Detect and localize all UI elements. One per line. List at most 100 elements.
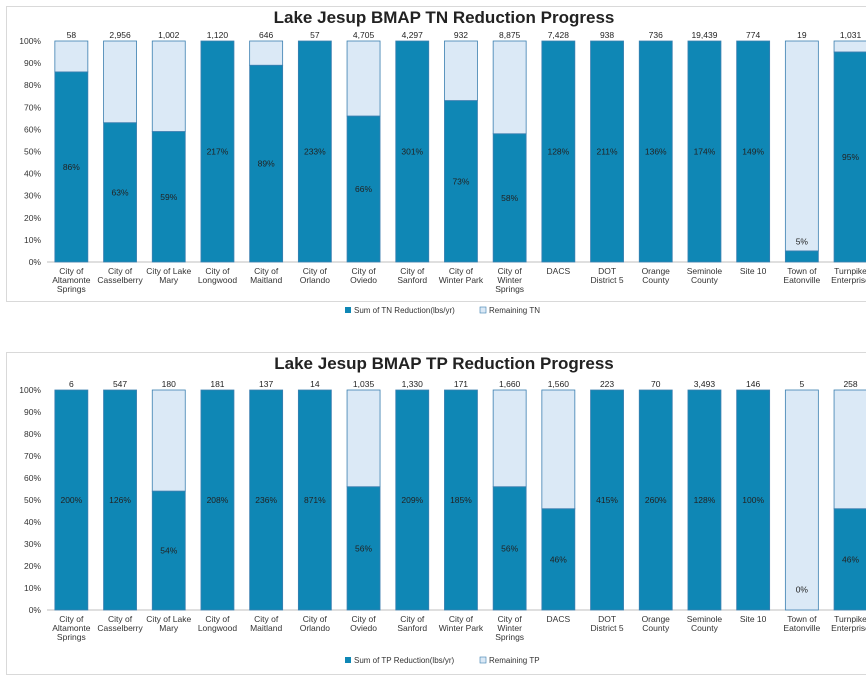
reduction-bar <box>492 486 527 611</box>
category-label: Springs <box>495 284 524 294</box>
total-label: 547 <box>113 379 127 389</box>
category-label: Casselberry <box>97 623 143 633</box>
category-label: City of Lake <box>146 614 191 624</box>
y-tick-label: 100% <box>19 36 41 46</box>
percent-label: 415% <box>596 495 618 505</box>
percent-label: 236% <box>255 495 277 505</box>
total-label: 3,493 <box>694 379 716 389</box>
percent-label: 100% <box>742 495 764 505</box>
reduction-bar <box>541 508 576 611</box>
y-tick-label: 20% <box>24 561 41 571</box>
category-label: Mary <box>159 623 179 633</box>
category-label: Springs <box>57 632 86 642</box>
total-label: 19,439 <box>691 30 717 40</box>
reduction-bar <box>54 71 89 263</box>
y-tick-label: 30% <box>24 191 41 201</box>
percent-label: 149% <box>742 147 764 157</box>
legend-label: Remaining TP <box>489 656 540 665</box>
reduction-bar <box>736 40 771 263</box>
y-tick-label: 20% <box>24 213 41 223</box>
category-label: City of <box>254 266 279 276</box>
chart-title: Lake Jesup BMAP TP Reduction Progress <box>274 354 613 373</box>
y-tick-label: 0% <box>29 605 42 615</box>
y-tick-label: 0% <box>29 257 42 267</box>
total-label: 70 <box>651 379 661 389</box>
category-label: District 5 <box>591 623 624 633</box>
percent-label: 208% <box>207 495 229 505</box>
tn-chart-svg: Lake Jesup BMAP TN Reduction Progress 10… <box>19 8 866 315</box>
category-label: Maitland <box>250 275 282 285</box>
remaining-bar <box>346 40 381 117</box>
category-label: City of <box>449 614 474 624</box>
remaining-bar <box>444 40 478 102</box>
category-label: City of <box>449 266 474 276</box>
reduction-bar <box>346 486 381 611</box>
category-label: District 5 <box>591 275 624 285</box>
percent-label: 5% <box>796 236 809 246</box>
category-label: Enterprise <box>831 623 866 633</box>
category-label: Altamonte <box>52 623 91 633</box>
percent-label: 217% <box>207 147 229 157</box>
reduction-bar <box>395 40 430 263</box>
total-label: 1,330 <box>402 379 424 389</box>
y-tick-label: 90% <box>24 58 41 68</box>
reduction-bar <box>444 100 478 263</box>
percent-label: 301% <box>401 147 423 157</box>
reduction-bar <box>249 64 284 263</box>
remaining-bar <box>833 40 866 53</box>
y-tick-label: 70% <box>24 102 41 112</box>
total-label: 57 <box>310 30 320 40</box>
reduction-bar <box>54 389 89 611</box>
remaining-bar <box>346 389 381 488</box>
category-label: Winter <box>497 275 522 285</box>
category-label: Enterprise <box>831 275 866 285</box>
category-label: City of <box>205 266 230 276</box>
legend-swatch-reduction <box>345 657 351 663</box>
percent-label: 66% <box>355 184 372 194</box>
percent-label: 209% <box>401 495 423 505</box>
category-label: Eatonville <box>783 275 820 285</box>
category-label: DOT <box>598 614 616 624</box>
category-label: City of <box>59 614 84 624</box>
category-label: Orange <box>642 266 671 276</box>
total-label: 932 <box>454 30 468 40</box>
total-label: 137 <box>259 379 273 389</box>
reduction-bar <box>151 490 186 611</box>
total-label: 58 <box>67 30 77 40</box>
total-label: 180 <box>162 379 176 389</box>
y-tick-label: 60% <box>24 124 41 134</box>
reduction-bar <box>638 40 673 263</box>
reduction-bar <box>492 133 527 263</box>
total-label: 223 <box>600 379 614 389</box>
total-label: 14 <box>310 379 320 389</box>
y-tick-label: 80% <box>24 429 41 439</box>
category-label: Winter Park <box>439 275 484 285</box>
reduction-bar <box>833 51 866 263</box>
reduction-bar <box>638 389 673 611</box>
total-label: 8,875 <box>499 30 521 40</box>
total-label: 6 <box>69 379 74 389</box>
percent-label: 56% <box>355 543 372 553</box>
percent-label: 59% <box>160 192 177 202</box>
remaining-bar <box>249 40 284 66</box>
legend-label: Sum of TN Reduction(lbs/yr) <box>354 306 455 315</box>
category-label: Site 10 <box>740 266 767 276</box>
total-label: 646 <box>259 30 273 40</box>
category-label: City of <box>352 614 377 624</box>
category-label: Springs <box>495 632 524 642</box>
percent-label: 73% <box>452 176 469 186</box>
category-label: Seminole <box>687 266 723 276</box>
category-label: County <box>642 623 670 633</box>
reduction-bar <box>346 115 381 263</box>
total-label: 1,560 <box>548 379 570 389</box>
reduction-bar <box>444 389 478 611</box>
category-label: Town of <box>787 266 817 276</box>
y-tick-label: 40% <box>24 517 41 527</box>
category-label: Sanford <box>397 623 427 633</box>
category-label: City of <box>498 266 523 276</box>
total-label: 4,705 <box>353 30 375 40</box>
percent-label: 233% <box>304 147 326 157</box>
reduction-bar <box>784 250 819 263</box>
percent-label: 58% <box>501 193 518 203</box>
percent-label: 211% <box>596 147 618 157</box>
